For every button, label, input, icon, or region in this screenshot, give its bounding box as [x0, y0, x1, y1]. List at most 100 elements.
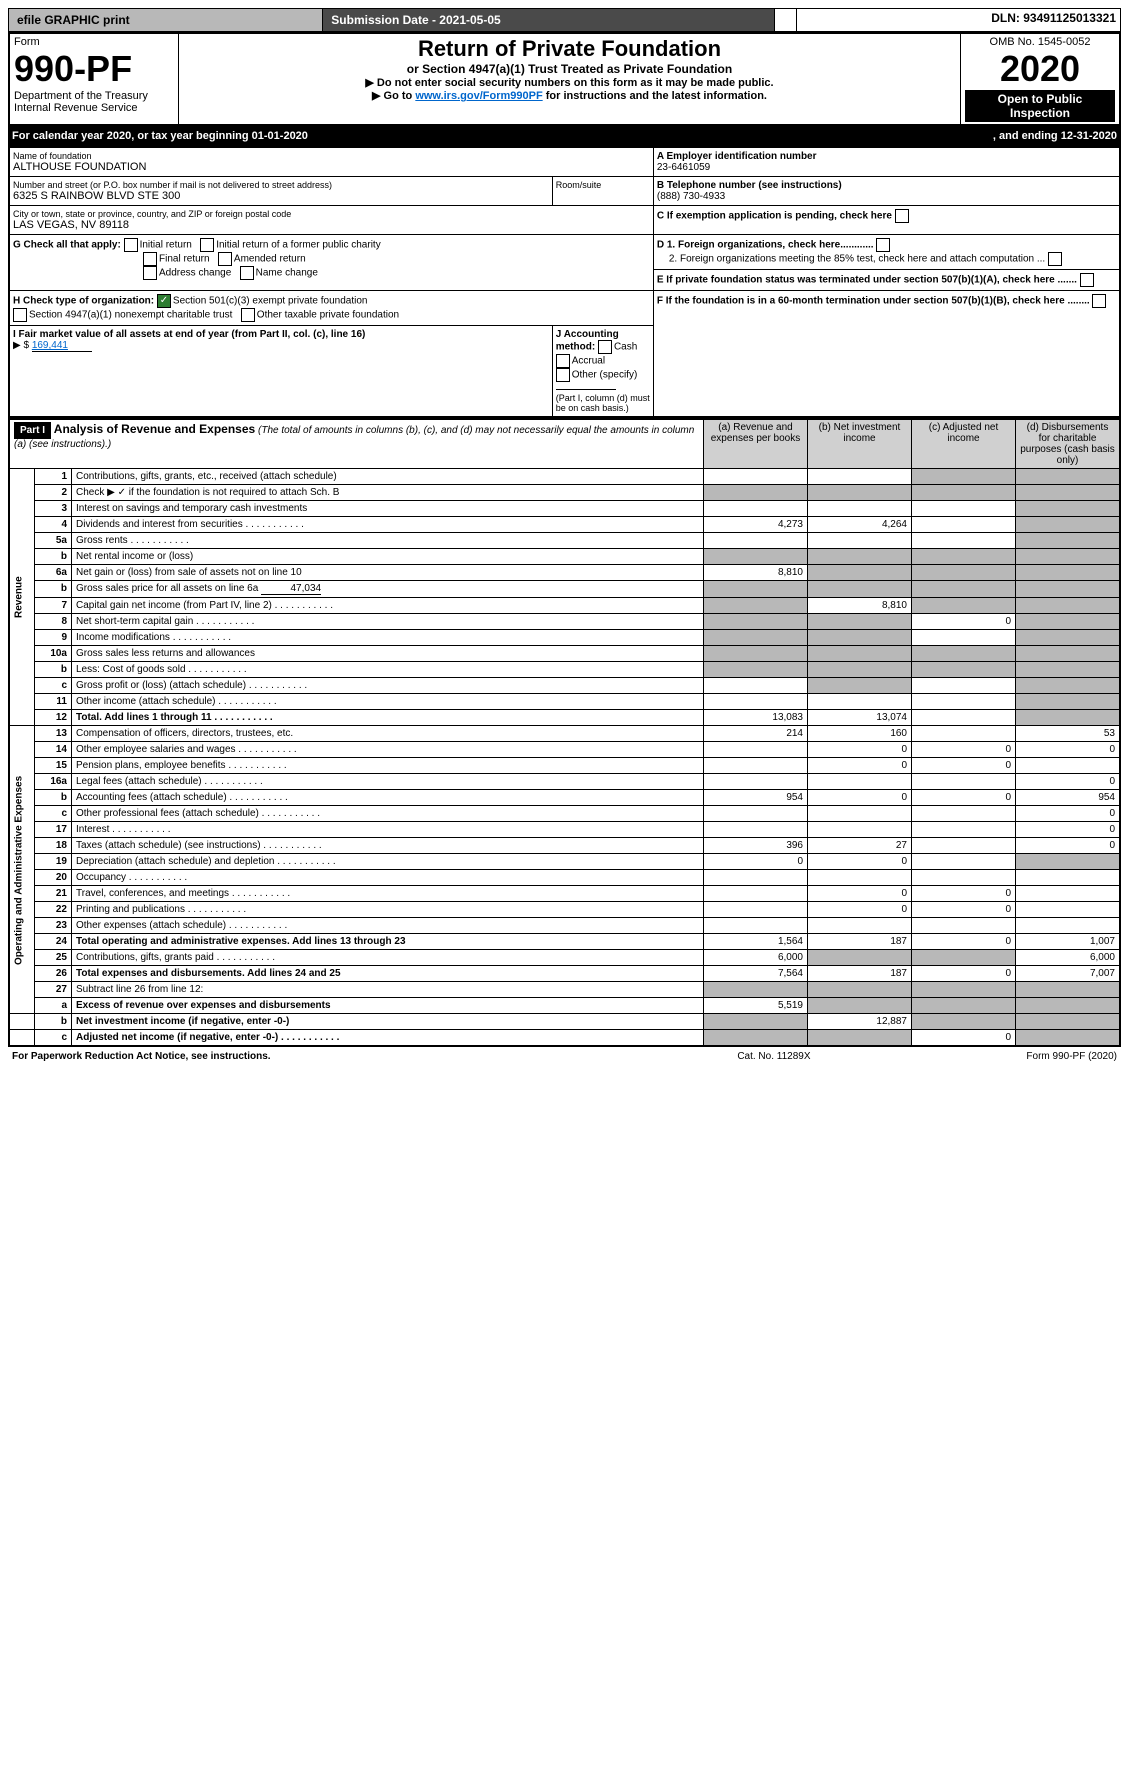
- row-17-label: Interest: [72, 822, 704, 838]
- footer: For Paperwork Reduction Act Notice, see …: [8, 1047, 1121, 1064]
- f-checkbox[interactable]: [1092, 294, 1106, 308]
- row-25-label: Contributions, gifts, grants paid: [72, 950, 704, 966]
- j-other-checkbox[interactable]: [556, 368, 570, 382]
- col-d-header: (d) Disbursements for charitable purpose…: [1016, 419, 1121, 469]
- row-24-label: Total operating and administrative expen…: [72, 934, 704, 950]
- row-16a-d: 0: [1016, 774, 1121, 790]
- row-8-label: Net short-term capital gain: [72, 614, 704, 630]
- name-change-label: Name change: [256, 268, 318, 279]
- row-18-a: 396: [704, 838, 808, 854]
- col-c-header: (c) Adjusted net income: [912, 419, 1016, 469]
- row-24-c: 0: [912, 934, 1016, 950]
- row-6b-inline: 47,034: [261, 583, 321, 595]
- ein-value: 23-6461059: [657, 162, 1116, 173]
- row-17-d: 0: [1016, 822, 1121, 838]
- row-26-a: 7,564: [704, 966, 808, 982]
- initial-return-checkbox[interactable]: [124, 238, 138, 252]
- form-ref: Form 990-PF (2020): [875, 1047, 1121, 1064]
- address-change-checkbox[interactable]: [143, 266, 157, 280]
- form-word: Form: [14, 36, 174, 48]
- row-18-label: Taxes (attach schedule) (see instruction…: [72, 838, 704, 854]
- row-21-label: Travel, conferences, and meetings: [72, 886, 704, 902]
- row-7-b: 8,810: [808, 598, 912, 614]
- row-12-a: 13,083: [704, 710, 808, 726]
- dln: DLN: 93491125013321: [796, 9, 1120, 32]
- row-2-label: Check ▶ ✓ if the foundation is not requi…: [72, 485, 704, 501]
- row-26-c: 0: [912, 966, 1016, 982]
- part1-badge: Part I: [14, 422, 51, 439]
- row-16b-label: Accounting fees (attach schedule): [72, 790, 704, 806]
- row-27a-a: 5,519: [704, 998, 808, 1014]
- col-b-header: (b) Net investment income: [808, 419, 912, 469]
- amended-return-checkbox[interactable]: [218, 252, 232, 266]
- row-20-label: Occupancy: [72, 870, 704, 886]
- initial-former-checkbox[interactable]: [200, 238, 214, 252]
- initial-former-label: Initial return of a former public charit…: [216, 240, 381, 251]
- i-label: I Fair market value of all assets at end…: [13, 329, 549, 340]
- row-8-c: 0: [912, 614, 1016, 630]
- ein-label: A Employer identification number: [657, 151, 1116, 162]
- omb-number: OMB No. 1545-0052: [965, 36, 1115, 48]
- d1-checkbox[interactable]: [876, 238, 890, 252]
- expenses-section-label: Operating and Administrative Expenses: [9, 726, 35, 1014]
- arrow-icon: [372, 90, 384, 102]
- submission-date: Submission Date - 2021-05-05: [323, 9, 775, 32]
- h-other-label: Other taxable private foundation: [257, 310, 399, 321]
- d2-checkbox[interactable]: [1048, 252, 1062, 266]
- row-5b-label: Net rental income or (loss): [72, 549, 704, 565]
- h-501c3-checkbox[interactable]: [157, 294, 171, 308]
- h-4947-checkbox[interactable]: [13, 308, 27, 322]
- row-26-d: 7,007: [1016, 966, 1121, 982]
- row-27-label: Subtract line 26 from line 12:: [72, 982, 704, 998]
- row-6a-a: 8,810: [704, 565, 808, 581]
- row-14-c: 0: [912, 742, 1016, 758]
- irs-link[interactable]: www.irs.gov/Form990PF: [415, 90, 542, 102]
- row-14-label: Other employee salaries and wages: [72, 742, 704, 758]
- j-cash-checkbox[interactable]: [598, 340, 612, 354]
- row-13-b: 160: [808, 726, 912, 742]
- j-accrual-checkbox[interactable]: [556, 354, 570, 368]
- row-22-label: Printing and publications: [72, 902, 704, 918]
- name-change-checkbox[interactable]: [240, 266, 254, 280]
- row-21-c: 0: [912, 886, 1016, 902]
- row-9-label: Income modifications: [72, 630, 704, 646]
- row-4-a: 4,273: [704, 517, 808, 533]
- g-label: G Check all that apply:: [13, 240, 121, 251]
- row-27b-label: Net investment income (if negative, ente…: [72, 1014, 704, 1030]
- c-checkbox[interactable]: [895, 209, 909, 223]
- row-6a-label: Net gain or (loss) from sale of assets n…: [72, 565, 704, 581]
- h-other-checkbox[interactable]: [241, 308, 255, 322]
- row-22-c: 0: [912, 902, 1016, 918]
- j-note: (Part I, column (d) must be on cash basi…: [556, 393, 650, 413]
- i-value[interactable]: 169,441: [32, 340, 92, 352]
- e-checkbox[interactable]: [1080, 273, 1094, 287]
- row-19-label: Depreciation (attach schedule) and deple…: [72, 854, 704, 870]
- row-18-b: 27: [808, 838, 912, 854]
- top-bar: efile GRAPHIC print Submission Date - 20…: [8, 8, 1121, 32]
- row-25-d: 6,000: [1016, 950, 1121, 966]
- irs-label: Internal Revenue Service: [14, 102, 174, 114]
- row-16c-d: 0: [1016, 806, 1121, 822]
- entity-info: Name of foundation ALTHOUSE FOUNDATION A…: [8, 146, 1121, 418]
- tax-year: 2020: [965, 48, 1115, 90]
- j-accrual-label: Accrual: [572, 356, 605, 367]
- final-return-checkbox[interactable]: [143, 252, 157, 266]
- efile-button[interactable]: efile GRAPHIC print: [9, 9, 323, 32]
- row-16b-d: 954: [1016, 790, 1121, 806]
- room-label: Room/suite: [556, 180, 650, 190]
- initial-return-label: Initial return: [140, 240, 192, 251]
- row-13-label: Compensation of officers, directors, tru…: [72, 726, 704, 742]
- row-12-label: Total. Add lines 1 through 11: [72, 710, 704, 726]
- row-16b-b: 0: [808, 790, 912, 806]
- d2-label: 2. Foreign organizations meeting the 85%…: [669, 254, 1045, 265]
- row-26-b: 187: [808, 966, 912, 982]
- instr2-pre: Go to: [384, 90, 416, 102]
- j-cash-label: Cash: [614, 342, 637, 353]
- row-14-d: 0: [1016, 742, 1121, 758]
- name-label: Name of foundation: [13, 151, 650, 161]
- row-16b-a: 954: [704, 790, 808, 806]
- e-label: E If private foundation status was termi…: [657, 275, 1077, 286]
- part1-table: Part I Analysis of Revenue and Expenses …: [8, 418, 1121, 1047]
- row-6b-label: Gross sales price for all assets on line…: [76, 583, 258, 594]
- row-5a-label: Gross rents: [72, 533, 704, 549]
